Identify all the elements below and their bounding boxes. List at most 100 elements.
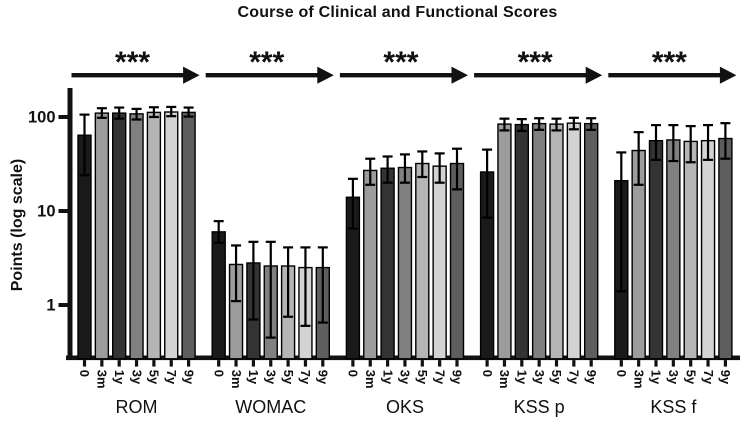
significance-stars-WOMAC: *** [249, 46, 284, 79]
error-cap-hi-OKS-7y [434, 152, 445, 155]
x-tick-ROM-3m [100, 360, 104, 367]
error-cap-lo-ROM-3m [96, 116, 107, 119]
error-cap-hi-KSS-f-7y [703, 124, 714, 127]
error-cap-lo-KSS-p-3m [499, 129, 510, 132]
error-cap-lo-WOMAC-3m [231, 300, 242, 303]
error-line-KSS-p-1y [520, 119, 523, 131]
bar-ROM-1y [111, 112, 127, 360]
bar-OKS-9y [449, 162, 465, 360]
error-cap-lo-ROM-0 [79, 174, 90, 177]
x-tick-label-KSS-f-1y: 1y [649, 370, 664, 385]
error-line-ROM-9y [187, 107, 190, 117]
error-cap-hi-KSS-f-0 [616, 151, 627, 154]
error-cap-hi-KSS-p-3y [534, 117, 545, 120]
y-tick-100 [58, 115, 68, 119]
error-cap-hi-KSS-p-5y [551, 117, 562, 120]
error-line-KSS-f-7y [706, 125, 710, 160]
x-tick-label-KSS-f-7y: 7y [701, 370, 716, 385]
y-tick-label-100: 100 [28, 109, 56, 127]
error-line-OKS-9y [455, 148, 459, 190]
group-label-WOMAC: WOMAC [235, 397, 306, 417]
error-cap-lo-OKS-0 [347, 227, 358, 230]
error-cap-hi-OKS-5y [417, 150, 428, 153]
error-cap-hi-KSS-p-0 [482, 148, 493, 151]
x-tick-WOMAC-5y [286, 360, 290, 367]
error-cap-hi-ROM-0 [79, 113, 90, 116]
y-tick-label-1: 1 [46, 297, 55, 315]
error-cap-lo-OKS-3m [365, 183, 376, 186]
error-line-KSS-f-0 [620, 152, 623, 292]
x-tick-OKS-5y [420, 360, 424, 367]
significance-arrowhead-ROM [183, 66, 200, 84]
x-tick-ROM-1y [117, 360, 121, 367]
error-cap-hi-WOMAC-7y [300, 246, 311, 249]
bar-KSS-p-3y [531, 122, 547, 360]
group-label-KSS-f: KSS f [650, 397, 697, 417]
error-cap-hi-WOMAC-3m [231, 244, 242, 247]
group-label-KSS-p: KSS p [514, 397, 565, 417]
x-tick-KSS-p-7y [572, 360, 576, 367]
error-cap-lo-KSS-f-9y [720, 157, 731, 160]
bar-ROM-9y [181, 111, 196, 360]
bar-ROM-7y [164, 111, 179, 360]
error-cap-hi-KSS-p-1y [516, 117, 527, 121]
error-cap-lo-WOMAC-9y [317, 321, 328, 324]
significance-arrow-line-WOMAC [205, 73, 320, 78]
x-tick-label-ROM-9y: 9y [181, 370, 196, 385]
x-tick-KSS-f-7y [706, 360, 710, 367]
x-tick-label-OKS-0: 0 [346, 370, 361, 377]
error-cap-lo-OKS-9y [452, 188, 462, 191]
error-cap-lo-KSS-f-3m [633, 183, 644, 186]
error-cap-lo-KSS-p-9y [586, 128, 597, 131]
error-cap-lo-ROM-3y [131, 118, 142, 121]
bar-OKS-5y [415, 162, 430, 360]
x-tick-ROM-9y [187, 360, 191, 367]
error-cap-lo-KSS-p-1y [516, 129, 527, 133]
x-tick-label-OKS-7y: 7y [432, 370, 447, 385]
error-cap-lo-OKS-1y [382, 181, 393, 184]
bar-KSS-f-9y [718, 137, 733, 360]
x-tick-label-KSS-p-5y: 5y [549, 370, 564, 385]
error-cap-lo-WOMAC-5y [283, 315, 294, 318]
error-cap-lo-WOMAC-7y [300, 324, 311, 327]
x-tick-label-WOMAC-3m: 3m [229, 370, 244, 389]
error-line-KSS-f-3m [637, 132, 640, 185]
x-tick-label-WOMAC-7y: 7y [298, 370, 313, 385]
x-tick-KSS-p-5y [554, 360, 559, 367]
significance-arrow-line-KSS-p [474, 73, 589, 78]
x-tick-label-WOMAC-9y: 9y [316, 370, 331, 385]
x-tick-OKS-0 [351, 360, 355, 367]
x-tick-label-WOMAC-3y: 3y [263, 370, 278, 385]
significance-arrowhead-KSS-p [585, 66, 603, 84]
x-tick-label-ROM-7y: 7y [164, 370, 179, 385]
error-line-OKS-5y [421, 151, 424, 177]
error-line-KSS-f-3y [672, 125, 675, 162]
error-cap-hi-WOMAC-3y [265, 240, 276, 243]
x-tick-label-OKS-3y: 3y [398, 370, 413, 385]
x-tick-label-KSS-f-0: 0 [614, 370, 629, 377]
x-tick-KSS-f-0 [619, 360, 623, 367]
x-tick-OKS-3m [368, 360, 372, 367]
x-tick-label-KSS-f-3m: 3m [631, 370, 646, 389]
error-cap-lo-ROM-7y [166, 115, 177, 118]
error-line-KSS-p-3y [538, 118, 541, 130]
x-tick-label-WOMAC-0: 0 [211, 370, 226, 377]
error-cap-lo-KSS-f-1y [651, 158, 661, 161]
x-tick-OKS-7y [438, 360, 442, 367]
error-line-KSS-p-7y [572, 117, 575, 130]
error-line-KSS-p-0 [486, 149, 489, 218]
error-line-ROM-3y [135, 108, 138, 120]
error-line-KSS-p-9y [590, 118, 593, 130]
error-cap-lo-ROM-5y [148, 115, 159, 119]
x-tick-label-KSS-f-5y: 5y [683, 370, 698, 385]
error-cap-lo-KSS-f-7y [703, 158, 714, 161]
x-tick-label-KSS-p-3y: 3y [532, 370, 547, 385]
error-cap-hi-WOMAC-5y [283, 246, 294, 249]
error-cap-lo-KSS-f-0 [616, 290, 627, 293]
x-tick-OKS-1y [386, 360, 390, 367]
error-cap-hi-WOMAC-0 [213, 220, 224, 223]
bar-KSS-p-3m [497, 123, 512, 360]
bar-KSS-f-1y [648, 139, 664, 360]
